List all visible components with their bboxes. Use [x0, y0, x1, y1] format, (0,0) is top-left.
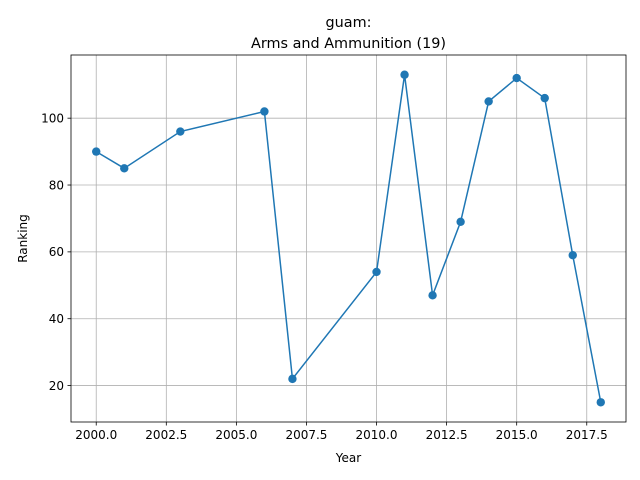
x-tick-label: 2015.0 — [496, 428, 538, 442]
x-tick-label: 2005.0 — [215, 428, 257, 442]
plot-area-frame — [70, 54, 627, 423]
y-axis-label: Ranking — [16, 214, 30, 263]
data-point — [288, 374, 297, 384]
series-layer — [92, 70, 605, 407]
data-point — [372, 267, 381, 277]
chart-title-line-2: Arms and Ammunition (19) — [251, 36, 446, 52]
chart-title-line-1: guam: — [326, 15, 372, 31]
y-tick-label: 40 — [49, 312, 64, 326]
grid — [71, 55, 626, 422]
ticks: 2000.0 2002.5 2005.0 2007.5 2010.0 2012.5 2015… — [41, 111, 608, 442]
data-point — [568, 251, 577, 260]
x-tick-label: 2007.5 — [285, 428, 327, 442]
y-tick-label: 80 — [49, 178, 64, 192]
x-tick-label: 2017.5 — [566, 428, 608, 442]
data-point — [92, 147, 101, 156]
data-point — [456, 217, 465, 226]
x-axis-label: Year — [335, 451, 361, 465]
y-tick-label: 100 — [41, 111, 64, 125]
series-line — [95, 74, 602, 403]
data-point — [400, 70, 409, 79]
data-point — [512, 73, 521, 83]
data-point — [596, 398, 605, 407]
data-point — [484, 97, 493, 106]
x-tick-label: 2000.0 — [75, 428, 117, 442]
y-tick-label: 60 — [49, 245, 64, 259]
x-tick-label: 2002.5 — [145, 428, 187, 442]
data-point — [120, 164, 129, 173]
x-tick-label: 2012.5 — [426, 428, 468, 442]
x-tick-label: 2010.0 — [356, 428, 398, 442]
data-point — [260, 107, 269, 116]
data-point — [540, 93, 549, 103]
y-tick-label: 20 — [49, 379, 64, 393]
data-point — [176, 127, 185, 136]
data-point — [428, 291, 437, 300]
